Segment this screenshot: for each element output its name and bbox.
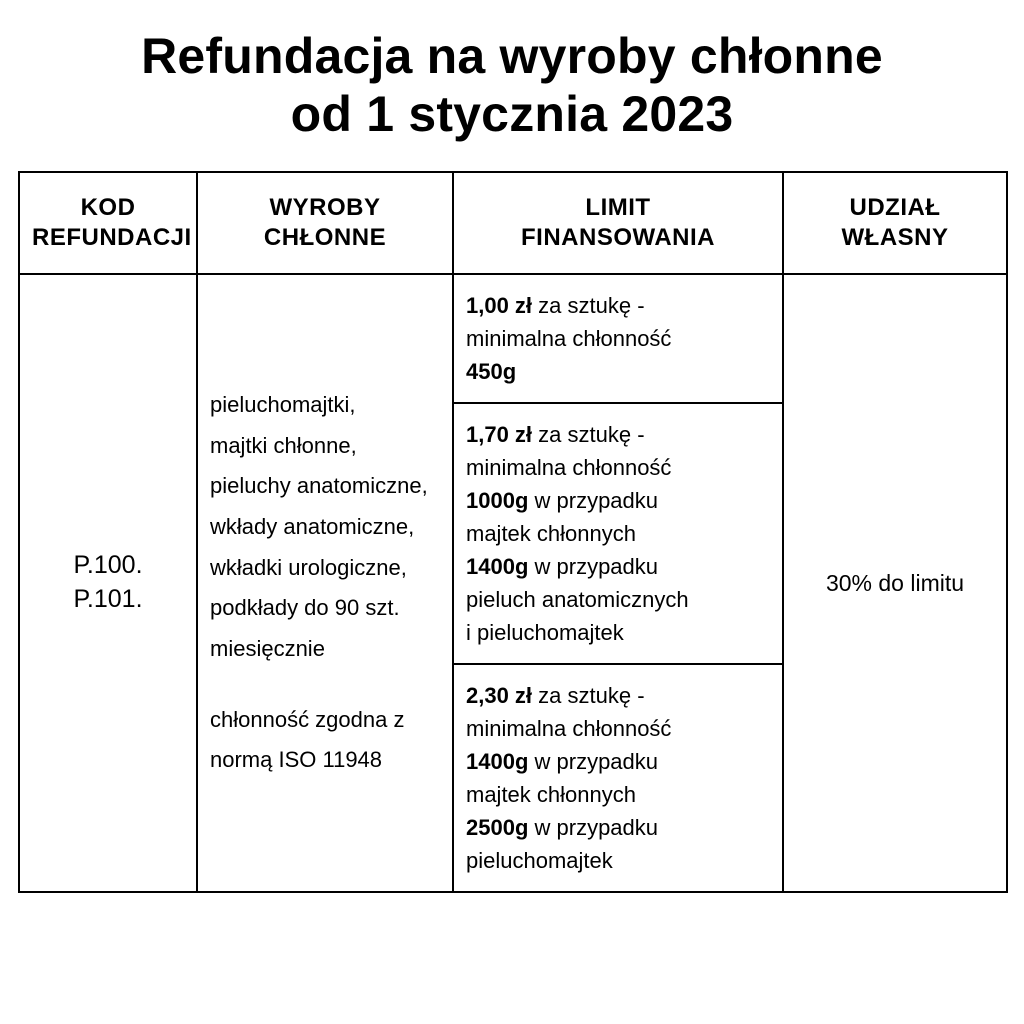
cell-limit-2: 1,70 zł za sztukę - minimalna chłonność …	[453, 403, 783, 664]
refund-table: KOD REFUNDACJI WYROBY CHŁONNE LIMIT FINA…	[18, 171, 1008, 893]
page-title: Refundacja na wyroby chłonne od 1 styczn…	[18, 28, 1006, 143]
own-share-value: 30% do limitu	[826, 570, 964, 596]
products-note: chłonność zgodna z normą ISO 11948	[210, 700, 440, 781]
col-header-limit: LIMIT FINANSOWANIA	[453, 172, 783, 274]
table-row: P.100. P.101. pieluchomajtki, majtki chł…	[19, 274, 1007, 403]
cell-limit-1: 1,00 zł za sztukę - minimalna chłonność …	[453, 274, 783, 403]
limit-weight: 1400g	[466, 749, 528, 774]
limit-text: w przypadku	[528, 815, 658, 840]
product-item: pieluchomajtki,	[210, 392, 356, 417]
code-line-2: P.101.	[73, 585, 142, 613]
limit-text: za sztukę -	[532, 422, 644, 447]
product-item: podkłady do 90 szt.	[210, 595, 400, 620]
limit-text: minimalna chłonność	[466, 326, 671, 351]
limit-weight: 1400g	[466, 554, 528, 579]
limit-text: w przypadku	[528, 554, 658, 579]
product-item: wkłady anatomiczne,	[210, 514, 414, 539]
product-item: wkładki urologiczne,	[210, 555, 407, 580]
col-header-own: UDZIAŁ WŁASNY	[783, 172, 1007, 274]
cell-code: P.100. P.101.	[19, 274, 197, 892]
table-header-row: KOD REFUNDACJI WYROBY CHŁONNE LIMIT FINA…	[19, 172, 1007, 274]
limit-weight: 450g	[466, 359, 516, 384]
limit-price: 1,00 zł	[466, 293, 532, 318]
page: Refundacja na wyroby chłonne od 1 styczn…	[0, 0, 1024, 913]
code-line-1: P.100.	[73, 551, 142, 579]
col-header-code-l2: REFUNDACJI	[32, 224, 192, 251]
title-line-1: Refundacja na wyroby chłonne	[141, 28, 883, 84]
limit-text: w przypadku	[528, 488, 658, 513]
limit-text: majtek chłonnych	[466, 782, 636, 807]
col-header-code-l1: KOD	[81, 194, 136, 221]
limit-text: pieluch anatomicznych	[466, 587, 689, 612]
limit-price: 2,30 zł	[466, 683, 532, 708]
col-header-own-l1: UDZIAŁ	[850, 194, 941, 221]
limit-text: w przypadku	[528, 749, 658, 774]
col-header-limit-l1: LIMIT	[585, 194, 650, 221]
limit-text: pieluchomajtek	[466, 848, 613, 873]
products-list: pieluchomajtki, majtki chłonne, pieluchy…	[210, 385, 440, 670]
limit-text: majtek chłonnych	[466, 521, 636, 546]
limit-text: minimalna chłonność	[466, 455, 671, 480]
limit-weight: 2500g	[466, 815, 528, 840]
col-header-limit-l2: FINANSOWANIA	[521, 224, 715, 251]
note-line: normą ISO 11948	[210, 747, 382, 772]
cell-products: pieluchomajtki, majtki chłonne, pieluchy…	[197, 274, 453, 892]
col-header-products: WYROBY CHŁONNE	[197, 172, 453, 274]
limit-text: za sztukę -	[532, 293, 644, 318]
note-line: chłonność zgodna z	[210, 707, 404, 732]
limit-weight: 1000g	[466, 488, 528, 513]
title-line-2: od 1 stycznia 2023	[291, 86, 734, 142]
limit-text: i pieluchomajtek	[466, 620, 624, 645]
col-header-code: KOD REFUNDACJI	[19, 172, 197, 274]
col-header-own-l2: WŁASNY	[842, 224, 949, 251]
product-item: pieluchy anatomiczne,	[210, 473, 428, 498]
limit-text: minimalna chłonność	[466, 716, 671, 741]
col-header-products-l1: WYROBY	[270, 194, 381, 221]
limit-text: za sztukę -	[532, 683, 644, 708]
col-header-products-l2: CHŁONNE	[264, 224, 386, 251]
cell-own-share: 30% do limitu	[783, 274, 1007, 892]
product-item: miesięcznie	[210, 636, 325, 661]
limit-price: 1,70 zł	[466, 422, 532, 447]
product-item: majtki chłonne,	[210, 433, 357, 458]
cell-limit-3: 2,30 zł za sztukę - minimalna chłonność …	[453, 664, 783, 892]
